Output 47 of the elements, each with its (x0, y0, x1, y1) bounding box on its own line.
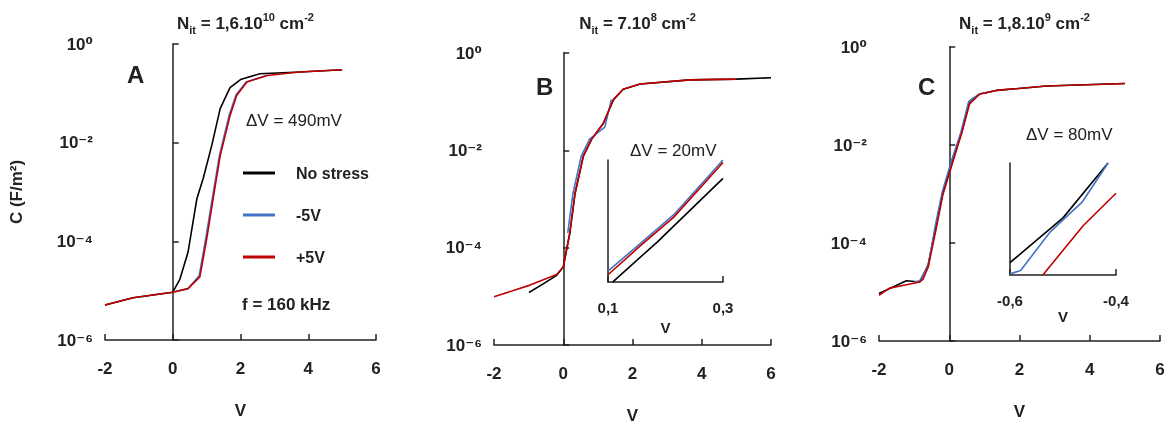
x-tick-label: 6 (371, 359, 381, 378)
annotation: f = 160 kHz (242, 295, 331, 314)
x-tick-label: 4 (303, 359, 314, 378)
y-tick-label: 10⁻² (448, 140, 483, 160)
x-tick-label: -0,6 (997, 292, 1023, 309)
y-tick-label: 10⁻⁶ (446, 335, 482, 355)
x-tick-label: 6 (1155, 360, 1165, 379)
y-tick-label: 10⁰ (66, 34, 93, 54)
annotation: ΔV = 490mV (246, 111, 343, 130)
y-axis-title: C (F/m²) (7, 159, 26, 225)
x-tick-label: 0,1 (597, 299, 619, 317)
legend-label: +5V (296, 248, 326, 266)
x-axis-title: V (626, 406, 639, 425)
x-axis-title: V (1057, 307, 1069, 325)
x-axis-title: V (660, 319, 671, 336)
y-tick-label: 10⁻² (59, 133, 94, 153)
y-tick-label: 10⁻² (833, 135, 868, 155)
x-tick-label: -2 (871, 360, 887, 379)
x-tick-label: 2 (235, 359, 246, 378)
x-tick-label: 0 (168, 359, 178, 378)
annotation: C (918, 72, 936, 100)
legend-label: No stress (296, 164, 370, 182)
x-tick-label: 6 (766, 364, 776, 383)
y-tick-label: 10⁰ (455, 43, 482, 63)
x-tick-label: 2 (1014, 360, 1025, 379)
x-tick-label: 4 (1085, 360, 1096, 379)
y-tick-label: 10⁻⁴ (830, 233, 867, 253)
annotation: A (127, 60, 145, 88)
y-tick-label: 10⁻⁶ (57, 330, 93, 350)
y-tick-label: 10⁰ (840, 37, 867, 57)
annotation: ΔV = 80mV (1026, 125, 1114, 144)
legend-label: -5V (296, 206, 322, 224)
x-tick-label: 0 (558, 364, 568, 383)
y-tick-label: 10⁻⁶ (831, 331, 867, 351)
x-tick-label: 2 (627, 364, 638, 383)
x-tick-label: 0,3 (712, 299, 734, 317)
x-tick-label: 4 (697, 364, 708, 383)
x-tick-label: -2 (97, 359, 113, 378)
x-tick-label: -0,4 (1103, 292, 1130, 309)
x-tick-label: -2 (486, 364, 502, 383)
x-tick-label: 0 (944, 360, 954, 379)
x-axis-title: V (234, 401, 247, 420)
y-tick-label: 10⁻⁴ (445, 238, 482, 258)
annotation: ΔV = 20mV (630, 141, 718, 160)
x-axis-title: V (1013, 402, 1026, 421)
y-tick-label: 10⁻⁴ (56, 231, 93, 251)
annotation: B (536, 72, 554, 100)
